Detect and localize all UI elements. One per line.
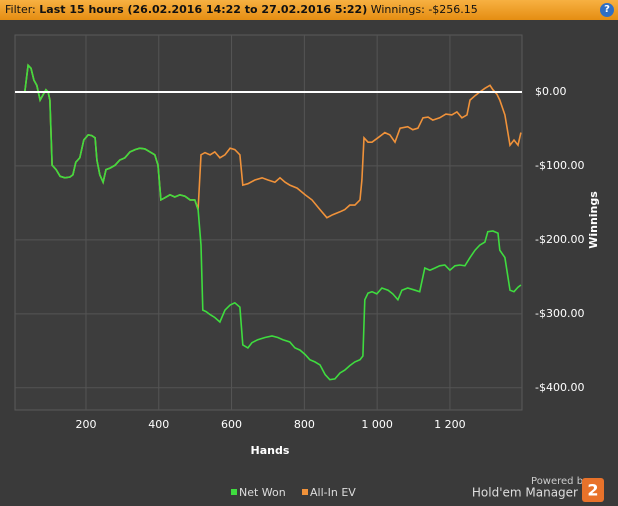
y-tick-label: $0.00 — [535, 85, 567, 98]
winnings-value: -$256.15 — [428, 3, 478, 16]
x-tick-label: 400 — [148, 418, 169, 431]
winnings-label: Winnings: — [370, 3, 425, 16]
badge-text: 2 — [587, 481, 598, 500]
x-tick-label: 800 — [294, 418, 315, 431]
x-tick-label: 1 000 — [361, 418, 393, 431]
legend-swatch — [231, 489, 237, 495]
legend-label: Net Won — [239, 486, 286, 499]
y-tick-label: -$200.00 — [535, 233, 584, 246]
x-tick-label: 600 — [221, 418, 242, 431]
filter-bar: Filter: Last 15 hours (26.02.2016 14:22 … — [0, 0, 618, 20]
legend-swatch — [302, 489, 308, 495]
plot-area — [14, 34, 523, 411]
y-tick-label: -$300.00 — [535, 307, 584, 320]
filter-value: Last 15 hours (26.02.2016 14:22 to 27.02… — [39, 3, 368, 16]
badge — [582, 478, 604, 502]
series-line — [15, 63, 522, 381]
powered-by: Powered by — [531, 476, 589, 487]
filter-label: Filter: — [5, 3, 36, 16]
legend-label: All-In EV — [310, 486, 356, 499]
y-tick-label: -$400.00 — [535, 381, 584, 394]
x-axis-label: Hands — [251, 444, 290, 457]
product-name: Hold'em Manager — [472, 486, 578, 500]
y-axis-label: Winnings — [587, 191, 600, 249]
y-tick-label: -$100.00 — [535, 159, 584, 172]
help-icon[interactable]: ? — [600, 3, 614, 17]
x-tick-label: 1 200 — [434, 418, 466, 431]
x-tick-label: 200 — [75, 418, 96, 431]
